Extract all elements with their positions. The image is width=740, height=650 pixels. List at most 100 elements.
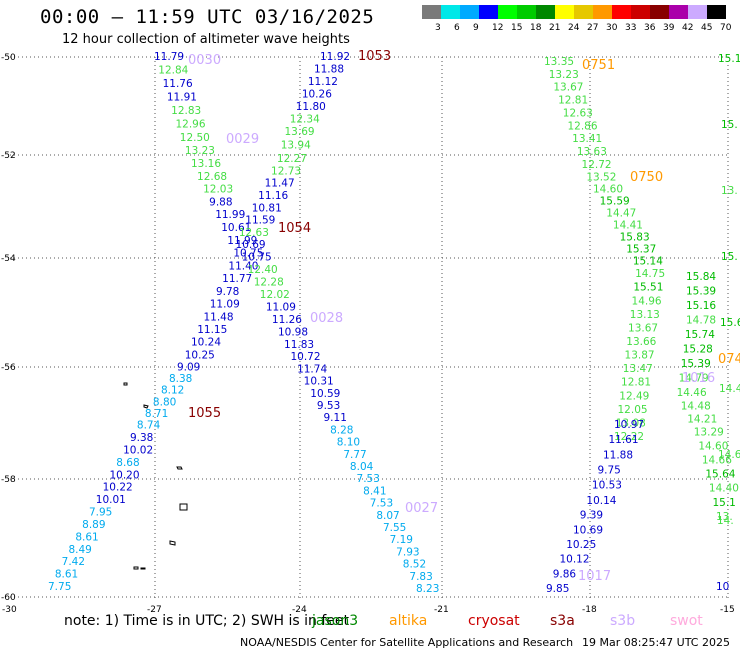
wave-height-value: 8.04 [350, 461, 374, 473]
footer-timestamp: 19 Mar 08:25:47 UTC 2025 [582, 636, 730, 649]
wave-height-value: 12.96 [175, 119, 205, 131]
latitude-labels: -50 -52 -54 -56 -58 -60 [1, 53, 16, 603]
wave-height-value: 12.86 [567, 120, 597, 132]
legend-label: 24 [568, 23, 580, 33]
legend-label: 18 [530, 23, 542, 33]
sat-jason3: jason3 [312, 613, 359, 629]
lat-label: -58 [1, 475, 16, 485]
wave-height-value: 14.78 [686, 315, 716, 327]
wave-height-value: 10.14 [586, 495, 616, 507]
wave-height-value: 13.35 [544, 56, 574, 68]
pass-label: 1053 [358, 49, 391, 64]
legend-swatch [707, 5, 726, 19]
wave-height-value: 13.29 [694, 427, 724, 439]
pass-label: 0029 [226, 132, 259, 147]
wave-height-value: 12.02 [260, 289, 290, 301]
note-text: note: 1) Time is in UTC; 2) SWH is in fe… [64, 613, 350, 629]
wave-height-value: 14.60 [698, 440, 728, 452]
wave-height-value: 14.4 [719, 383, 740, 395]
wave-height-value: 12.63 [563, 107, 593, 119]
wave-height-value: 13.13 [630, 309, 660, 321]
lat-label: -50 [1, 53, 16, 63]
wave-height-value: 13.69 [285, 126, 315, 138]
wave-height-value: 15.16 [686, 300, 716, 312]
wave-height-value: 11.16 [258, 190, 288, 202]
wave-height-value: 11.09 [210, 299, 240, 311]
wave-height-value: 14.66 [702, 454, 732, 466]
wave-height-value: 10.72 [290, 351, 320, 363]
wave-height-value: 12.83 [171, 105, 201, 117]
wave-height-value: 12.68 [197, 171, 227, 183]
wave-height-value: 7.83 [409, 571, 432, 583]
wave-height-value: 9.09 [177, 361, 200, 373]
wave-height-value: 13.23 [549, 69, 579, 81]
wave-height-value: 12.72 [582, 159, 612, 171]
footer-credit: NOAA/NESDIS Center for Satellite Applica… [240, 636, 574, 649]
pass-label: 1016 [682, 371, 715, 386]
wave-height-value: 7.75 [48, 581, 71, 593]
wave-height-value: 12.50 [180, 132, 210, 144]
wave-height-value: 13.16 [191, 158, 221, 170]
wave-height-value: 15. [721, 119, 738, 131]
pass-label: 0750 [630, 170, 663, 185]
wave-height-value: 7.19 [390, 534, 413, 546]
lat-label: -56 [1, 363, 16, 373]
wave-height-value: 13. [721, 185, 738, 197]
wave-height-value: 13.47 [623, 363, 653, 375]
wave-height-value: 14.75 [635, 268, 665, 280]
page-title: 00:00 — 11:59 UTC 03/16/2025 [40, 6, 375, 28]
sat-cryosat: cryosat [468, 613, 520, 629]
wave-height-value: 10.61 [221, 222, 251, 234]
wave-height-value: 13.52 [586, 172, 616, 184]
legend-label: 15 [511, 23, 522, 33]
wave-height-value: 10.20 [109, 469, 139, 481]
wave-height-value: 8.23 [416, 583, 439, 595]
wave-height-value: 13.67 [553, 82, 583, 94]
wave-height-value: 13.23 [185, 145, 215, 157]
sat-altika: altika [389, 613, 428, 629]
wave-height-value: 11.59 [245, 215, 275, 227]
pass-label: 074 [718, 352, 740, 367]
wave-height-value: 10.69 [573, 524, 603, 536]
wave-height-value: 10.02 [123, 444, 153, 456]
wave-height-value: 15.74 [685, 329, 715, 341]
wave-height-value: 7.53 [370, 498, 393, 510]
wave-height-value: 11.74 [297, 363, 327, 375]
wave-height-value: 15.39 [681, 358, 711, 370]
wave-height-value: 13.67 [628, 322, 658, 334]
wave-height-value: 10.25 [185, 349, 215, 361]
legend-swatch [479, 5, 498, 19]
wave-height-value: 11.47 [265, 178, 295, 190]
wave-height-value: 8.89 [82, 519, 105, 531]
wave-height-value: 13.66 [626, 336, 656, 348]
wave-height-value: 12.84 [158, 65, 188, 77]
wave-height-value: 14.79 [679, 373, 709, 385]
sat-s3a: s3a [550, 613, 575, 629]
legend-swatch [631, 5, 650, 19]
wave-height-value: 8.61 [75, 531, 98, 543]
wave-height-value: 14.96 [632, 295, 662, 307]
wave-height-value: 10.69 [236, 239, 266, 251]
legend-swatch [669, 5, 688, 19]
lat-label: -60 [1, 593, 16, 603]
wave-height-value: 11.88 [314, 63, 344, 75]
pass-label: 1017 [578, 569, 611, 584]
wave-height-value: 12.40 [248, 264, 278, 276]
wave-height-value: 7.95 [89, 507, 112, 519]
wave-height-value: 8.74 [137, 420, 161, 432]
wave-height-value: 12.73 [271, 165, 301, 177]
wave-height-value: 12.34 [290, 113, 320, 125]
wave-height-value: 10.81 [252, 202, 282, 214]
wave-height-value: 7.77 [343, 449, 366, 461]
wave-height-value: 10.01 [96, 494, 126, 506]
legend-swatch [536, 5, 555, 19]
wave-height-value: 9.11 [324, 412, 347, 424]
wave-height-value: 10.12 [559, 554, 589, 566]
lon-label: -15 [720, 605, 735, 615]
page-subtitle: 12 hour collection of altimeter wave hei… [62, 32, 350, 47]
wave-height-value: 14.47 [606, 208, 636, 220]
wave-height-value: 8.49 [68, 544, 91, 556]
wave-height-value: 12.27 [277, 153, 307, 165]
wave-height-value: 15. [721, 251, 738, 263]
wave-height-value: 10.75 [233, 248, 263, 260]
